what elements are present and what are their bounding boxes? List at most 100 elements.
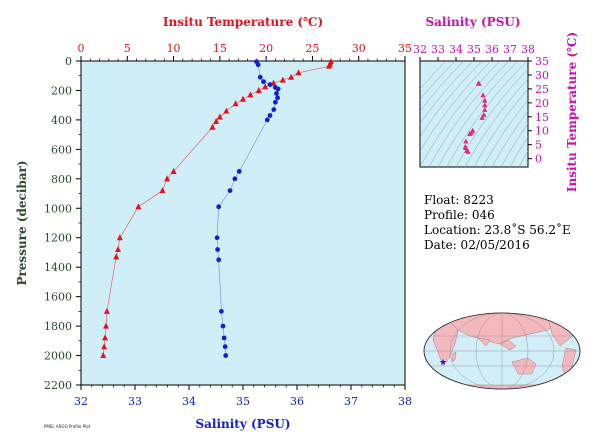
temperature-point <box>213 117 220 124</box>
density-contour <box>420 61 447 90</box>
ts-point <box>479 114 485 120</box>
world-map: ★ <box>423 312 581 390</box>
salinity-point <box>216 204 222 210</box>
salinity-point <box>227 188 233 194</box>
density-contour <box>420 61 492 152</box>
pressure-tick-label: 800 <box>51 173 72 186</box>
salinity-point <box>255 62 261 68</box>
temperature-point <box>103 307 110 314</box>
temperature-point <box>295 69 302 76</box>
bottom-axis-title: Salinity (PSU) <box>195 417 290 431</box>
density-contour <box>518 150 528 167</box>
ts-point <box>463 138 469 144</box>
density-contour <box>420 61 474 124</box>
salinity-point <box>232 176 238 182</box>
salinity-point <box>221 335 227 341</box>
map-graticule <box>424 313 580 389</box>
ts-points <box>462 80 488 154</box>
ts-temp-tick-label: 20 <box>535 97 549 110</box>
salinity-tick-label: 36 <box>290 395 304 408</box>
pressure-tick-label: 600 <box>51 143 72 156</box>
salinity-point <box>214 235 220 241</box>
ts-point <box>465 148 471 154</box>
float-location: Location: 23.8˚S 56.2˚E <box>424 223 571 237</box>
temperature-point <box>247 91 254 98</box>
pressure-tick-label: 2000 <box>44 350 72 363</box>
float-number: Float: 8223 <box>424 193 494 207</box>
salinity-point <box>275 86 281 92</box>
density-contour <box>491 110 528 167</box>
temperature-point <box>279 76 286 83</box>
density-contour <box>473 88 528 167</box>
ts-point <box>481 111 487 117</box>
pressure-tick-label: 1200 <box>44 232 72 245</box>
temperature-point <box>262 83 269 90</box>
salinity-point <box>215 247 221 252</box>
ts-temp-tick-label: 25 <box>535 83 549 96</box>
density-contour <box>446 61 528 167</box>
salinity-tick-label: 37 <box>344 395 358 408</box>
temperature-point <box>232 100 239 107</box>
pressure-tick-label: 2200 <box>44 379 72 392</box>
float-location-marker: ★ <box>439 358 447 368</box>
density-contour <box>464 78 528 167</box>
ts-salinity-tick-label: 36 <box>485 43 499 56</box>
salinity-point <box>222 344 228 350</box>
ts-right-axis-title: Insitu Temperature (℃) <box>565 32 579 192</box>
temperature-point <box>115 246 122 253</box>
salinity-point <box>220 323 226 329</box>
ts-point <box>476 80 482 86</box>
temp-tick-label: 0 <box>78 42 85 55</box>
temp-tick-label: 35 <box>398 42 412 55</box>
pressure-tick-label: 1800 <box>44 320 72 333</box>
density-contour <box>455 68 528 167</box>
density-contour <box>420 61 483 138</box>
temperature-point <box>159 187 166 194</box>
ts-temp-tick-label: 10 <box>535 125 549 138</box>
temperature-point <box>223 107 230 114</box>
salinity-point <box>219 308 224 314</box>
pressure-tick-label: 0 <box>65 55 72 68</box>
temperature-point <box>170 167 177 174</box>
salinity-point <box>271 107 277 112</box>
ts-top-axis-title: Salinity (PSU) <box>425 15 520 29</box>
pressure-tick-label: 1000 <box>44 202 72 215</box>
temperature-point <box>113 253 120 260</box>
temperature-point <box>209 123 216 130</box>
temperature-point <box>164 175 171 182</box>
ts-temp-tick-label: 0 <box>535 153 542 166</box>
ts-density-contours <box>420 61 528 167</box>
ts-salinity-tick-label: 33 <box>431 43 445 56</box>
profile-date: Date: 02/05/2016 <box>424 238 530 252</box>
temp-tick-label: 30 <box>352 42 366 55</box>
ts-point <box>480 92 486 98</box>
salinity-point <box>275 95 280 101</box>
density-contour <box>420 61 465 112</box>
density-contour <box>420 61 501 167</box>
ts-salinity-tick-label: 35 <box>467 43 481 56</box>
salinity-point <box>267 82 273 87</box>
ts-temp-tick-label: 15 <box>535 111 549 124</box>
density-contour <box>428 61 510 167</box>
footer-text: PMEL ARGO Profile Plot <box>44 424 91 429</box>
temp-tick-label: 25 <box>305 42 319 55</box>
density-contour <box>500 123 528 167</box>
density-contour <box>420 61 456 101</box>
temperature-point <box>240 95 246 102</box>
density-contour <box>437 61 519 167</box>
ts-salinity-tick-label: 38 <box>521 43 535 56</box>
salinity-point <box>216 257 222 263</box>
density-contour <box>482 99 528 167</box>
salinity-point <box>273 99 278 105</box>
temperature-point <box>288 73 295 80</box>
left-axis-title: Pressure (decibar) <box>15 160 29 285</box>
temperature-point <box>216 113 223 120</box>
salinity-point <box>223 353 229 358</box>
profile-plot-area <box>80 60 406 386</box>
pressure-tick-label: 400 <box>51 114 72 127</box>
pressure-tick-label: 1600 <box>44 291 72 304</box>
temperature-point <box>101 343 108 350</box>
